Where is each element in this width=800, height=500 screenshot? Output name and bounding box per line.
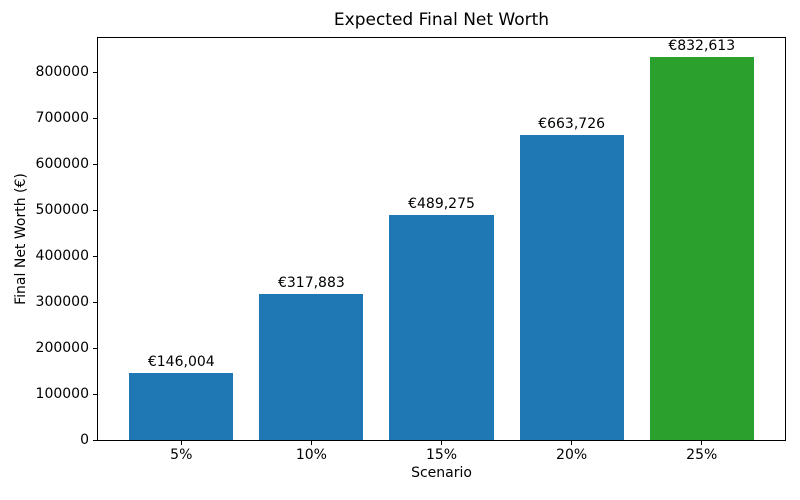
x-tick-mark: [441, 441, 442, 445]
y-tick-mark: [93, 71, 97, 73]
y-tick-label: 200000: [35, 340, 89, 357]
bar: [389, 215, 494, 440]
y-tick-label: 300000: [35, 294, 89, 311]
chart-title: Expected Final Net Worth: [333, 10, 550, 30]
bar-value-label: €146,004: [147, 353, 215, 370]
bar: [129, 372, 234, 440]
bar-value-label: €832,613: [668, 38, 736, 55]
y-axis-label: Final Net Worth (€): [13, 173, 29, 305]
y-tick-mark: [93, 163, 97, 165]
bar: [519, 134, 624, 440]
bar: [649, 57, 754, 440]
x-tick-mark: [571, 441, 573, 445]
y-tick-mark: [93, 255, 97, 257]
y-tick-mark: [93, 209, 97, 211]
plot-area: 0 100000 200000 300000 400000 500000 600000 700…: [36, 37, 786, 463]
x-tick-mark: [701, 441, 703, 445]
bar: [259, 293, 364, 440]
y-tick-mark: [93, 393, 97, 395]
x-tick-label: 25%: [686, 447, 718, 463]
y-tick-label: 500000: [35, 202, 89, 219]
y-tick-label: 0: [80, 432, 89, 448]
bar-value-label: €317,883: [277, 274, 345, 291]
bar-value-label: €663,726: [538, 115, 606, 132]
x-tick-label: 5%: [170, 447, 193, 463]
y-tick-label: 400000: [35, 248, 89, 265]
bar-value-label: €489,275: [408, 196, 475, 213]
y-tick-mark: [93, 347, 97, 349]
x-tick-label: 15%: [425, 447, 458, 463]
x-tick-mark: [180, 441, 182, 445]
y-tick-mark: [93, 117, 97, 119]
y-tick-mark: [93, 301, 97, 303]
x-axis-label: Scenario: [411, 465, 472, 481]
y-tick-label: 700000: [35, 110, 89, 127]
y-tick-label: 100000: [35, 386, 89, 403]
y-tick-mark: [93, 439, 97, 441]
y-tick-label: 600000: [35, 156, 89, 173]
x-tick-label: 10%: [295, 447, 327, 463]
x-tick-mark: [310, 441, 312, 445]
x-tick-label: 20%: [556, 447, 588, 463]
y-tick-label: 800000: [35, 64, 89, 81]
